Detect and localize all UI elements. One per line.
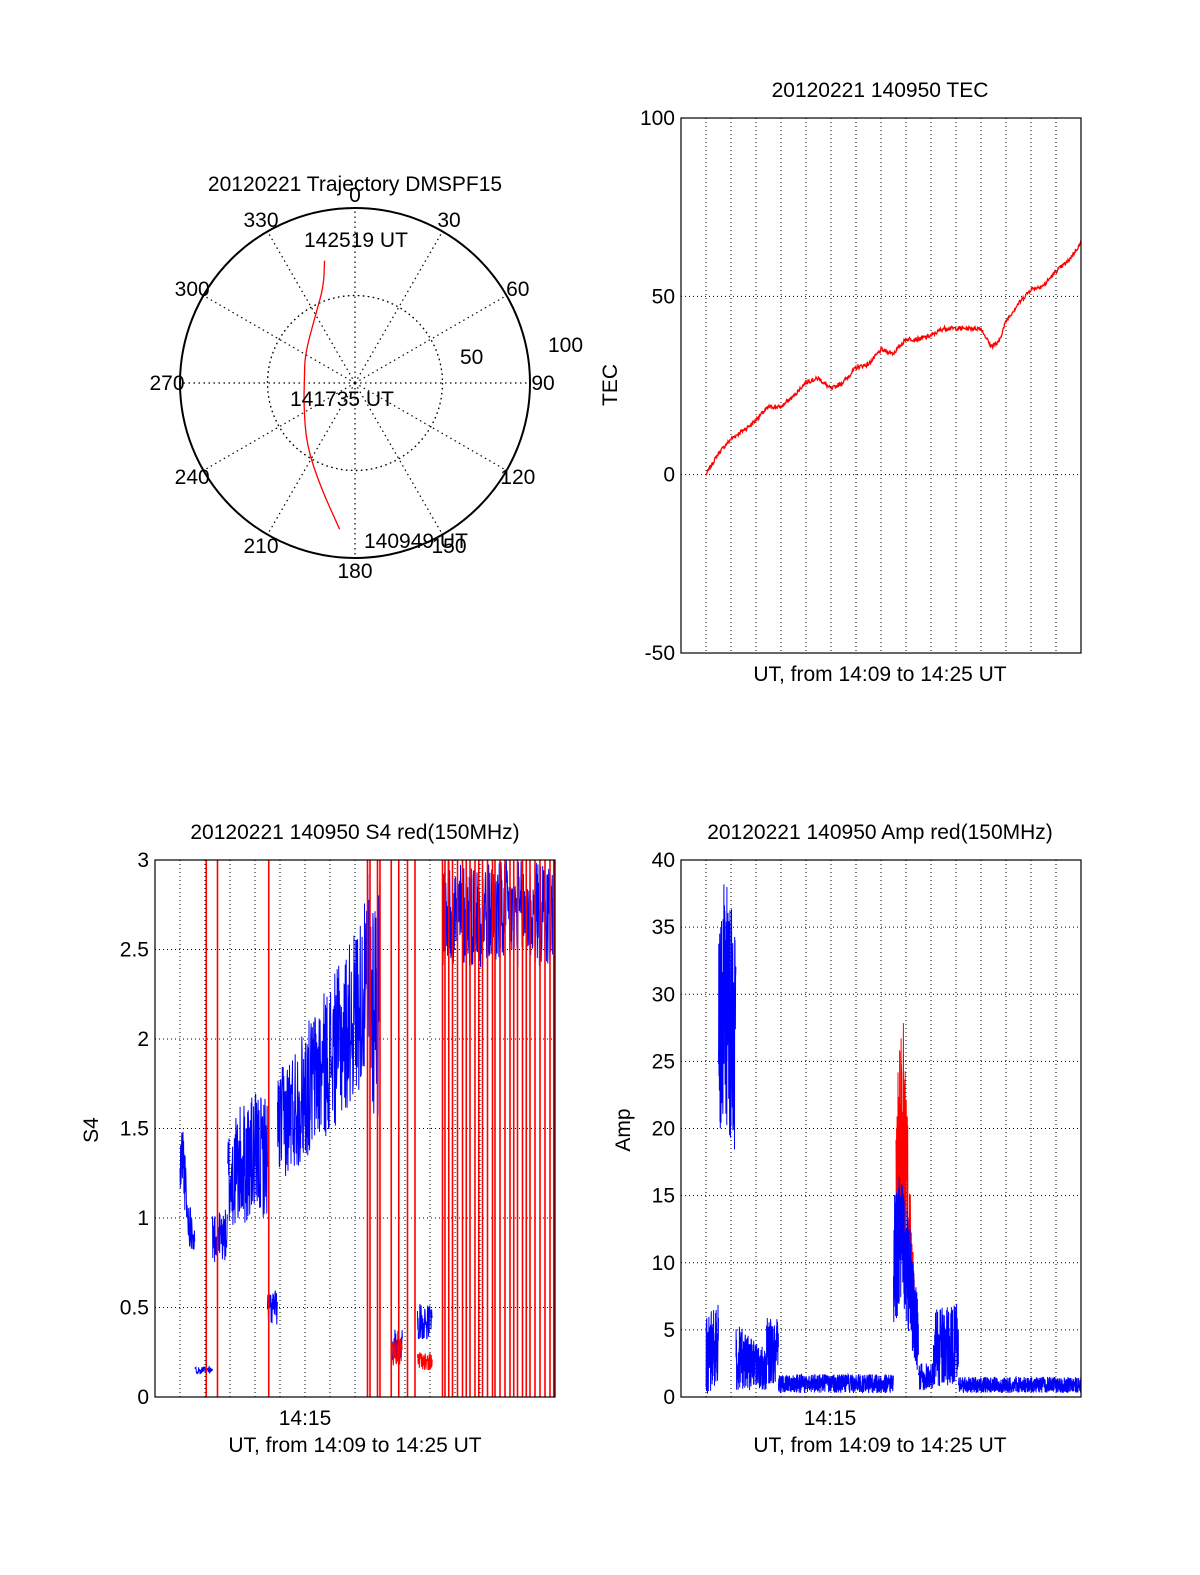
s4-blue-series-trace [179, 1131, 196, 1250]
amp-blue-series-trace [765, 1317, 779, 1384]
polar-grid-spoke-120 [354, 382, 507, 472]
amp-blue-series-trace [735, 1326, 767, 1391]
polar-angle-labels: 0 30 60 90 120 150 180 210 240 270 300 330 [149, 184, 554, 583]
tec-y-tick-label: -50 [645, 642, 675, 665]
s4-y-tick-labels: 3 2.5 2 1.5 1 0.5 0 [120, 849, 149, 1409]
polar-angle-label: 240 [175, 466, 210, 489]
amp-grid [681, 860, 1081, 1397]
s4-y-tick-label: 0 [137, 1386, 149, 1409]
s4-y-tick-label: 2 [137, 1028, 149, 1051]
tec-title: 20120221 140950 TEC [772, 79, 989, 102]
s4-y-tick-label: 1.5 [120, 1118, 149, 1141]
amp-blue-series-trace [893, 1176, 919, 1370]
s4-y-tick-label: 1 [137, 1207, 149, 1230]
amp-y-tick-label: 5 [663, 1319, 675, 1342]
s4-y-axis-label: S4 [80, 1117, 103, 1143]
trajectory-track [303, 260, 341, 530]
s4-y-tick-label: 0.5 [120, 1297, 149, 1320]
amp-x-axis-label: UT, from 14:09 to 14:25 UT [753, 1434, 1006, 1457]
polar-grid-spoke-240 [203, 382, 356, 472]
tec-panel: 20120221 140950 TEC 100 50 0 -50 TEC UT, fr… [599, 79, 1082, 686]
s4-blue-series-trace [277, 903, 368, 1177]
trajectory-end-time: 142519 UT [304, 229, 408, 252]
tec-x-axis-label: UT, from 14:09 to 14:25 UT [753, 663, 1006, 686]
polar-grid-spoke-330 [266, 231, 356, 384]
tec-y-tick-label: 50 [652, 285, 675, 308]
amp-blue-series-trace [718, 884, 737, 1150]
s4-panel: 20120221 140950 S4 red(150MHz) 3 2.5 2 1.5 1… [80, 821, 556, 1457]
polar-grid [180, 208, 530, 558]
trajectory-mid-time: 141735 UT [290, 388, 394, 411]
polar-grid-spoke-30 [354, 231, 444, 384]
polar-angle-label: 120 [500, 466, 535, 489]
amp-y-tick-label: 25 [652, 1050, 675, 1073]
s4-blue-series-trace [194, 1365, 213, 1375]
amp-y-tick-label: 40 [652, 849, 675, 872]
polar-grid-spoke-60 [354, 294, 507, 384]
s4-blue-series-trace [227, 1093, 268, 1225]
amp-y-tick-label: 35 [652, 916, 675, 939]
s4-blue-series-trace [417, 1303, 433, 1340]
amp-y-tick-label: 30 [652, 983, 675, 1006]
s4-plot-frame [154, 859, 556, 1398]
amp-y-axis-label: Amp [612, 1108, 635, 1151]
s4-y-tick-label: 2.5 [120, 939, 149, 962]
trajectory-start-time: 140949 UT [364, 530, 468, 553]
s4-blue-series-trace [212, 1209, 228, 1262]
polar-title: 20120221 Trajectory DMSPF15 [208, 173, 502, 196]
amp-x-tick-label: 14:15 [804, 1407, 857, 1430]
s4-series [179, 860, 556, 1397]
amp-blue-series-trace [933, 1303, 959, 1387]
tec-y-tick-label: 0 [663, 464, 675, 487]
amp-y-tick-label: 0 [663, 1386, 675, 1409]
polar-radius-label-50: 50 [460, 346, 483, 369]
amp-title: 20120221 140950 Amp red(150MHz) [707, 821, 1053, 844]
amp-blue-series-trace [778, 1372, 894, 1394]
polar-angle-label: 90 [531, 372, 554, 395]
polar-angle-label: 300 [175, 278, 210, 301]
polar-angle-label: 60 [506, 278, 529, 301]
tec-y-tick-label: 100 [640, 107, 675, 130]
s4-blue-series-trace [442, 860, 556, 968]
polar-angle-label: 330 [243, 209, 278, 232]
s4-red-series-trace [392, 1338, 403, 1366]
polar-angle-label: 180 [337, 560, 372, 583]
tec-y-tick-labels: 100 50 0 -50 [640, 107, 675, 665]
s4-x-axis-label: UT, from 14:09 to 14:25 UT [228, 1434, 481, 1457]
amp-blue-series-trace [918, 1363, 934, 1391]
tec-grid [681, 118, 1081, 653]
tec-plot-frame [680, 117, 1082, 654]
amp-y-tick-labels: 40 35 30 25 20 15 10 5 0 [652, 849, 675, 1409]
tec-y-axis-label: TEC [599, 364, 622, 406]
polar-trajectory-panel: 20120221 Trajectory DMSPF15 0 30 60 90 120 15… [149, 173, 583, 583]
polar-radius-label-100: 100 [548, 334, 583, 357]
polar-angle-label: 0 [349, 184, 361, 207]
polar-grid-spoke-210 [266, 382, 356, 535]
s4-title: 20120221 140950 S4 red(150MHz) [190, 821, 519, 844]
polar-grid-ring-inner [266, 294, 444, 472]
s4-red-series-trace [417, 1352, 433, 1371]
polar-angle-label: 210 [243, 535, 278, 558]
polar-angle-label: 150 [431, 535, 466, 558]
amp-plot-frame [680, 859, 1082, 1398]
tec-series-line [705, 240, 1082, 476]
polar-angle-label: 270 [149, 372, 184, 395]
polar-angle-label: 30 [437, 209, 460, 232]
amp-y-tick-label: 20 [652, 1118, 675, 1141]
polar-grid-spoke-150 [354, 382, 444, 535]
amp-y-tick-label: 10 [652, 1252, 675, 1275]
amp-panel: 20120221 140950 Amp red(150MHz) 40 35 30 25… [612, 821, 1082, 1457]
amp-blue-series-trace [958, 1375, 1082, 1394]
s4-x-tick-label: 14:15 [279, 1407, 332, 1430]
amp-series [705, 884, 1082, 1394]
amp-blue-series-trace [705, 1304, 719, 1394]
polar-grid-spoke-300 [203, 294, 356, 384]
s4-y-tick-label: 3 [137, 849, 149, 872]
polar-outer-ring [179, 207, 531, 559]
amp-y-tick-label: 15 [652, 1185, 675, 1208]
